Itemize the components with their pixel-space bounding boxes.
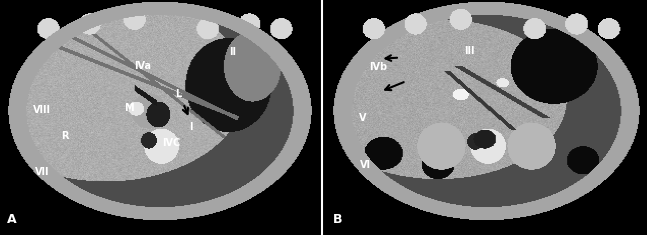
Text: VII: VII (35, 167, 49, 176)
Text: L: L (175, 89, 181, 99)
Text: R: R (61, 131, 69, 141)
Text: A: A (6, 213, 16, 226)
Text: VIII: VIII (33, 106, 51, 115)
Text: B: B (333, 213, 343, 226)
Text: I: I (189, 122, 193, 132)
Text: IVC: IVC (162, 138, 181, 148)
Text: III: III (464, 46, 474, 55)
Text: II: II (230, 47, 236, 57)
Text: V: V (358, 113, 366, 122)
Text: M: M (125, 103, 134, 113)
Text: IVa: IVa (134, 61, 151, 71)
Text: IVb: IVb (369, 62, 388, 72)
Text: VI: VI (360, 160, 371, 169)
